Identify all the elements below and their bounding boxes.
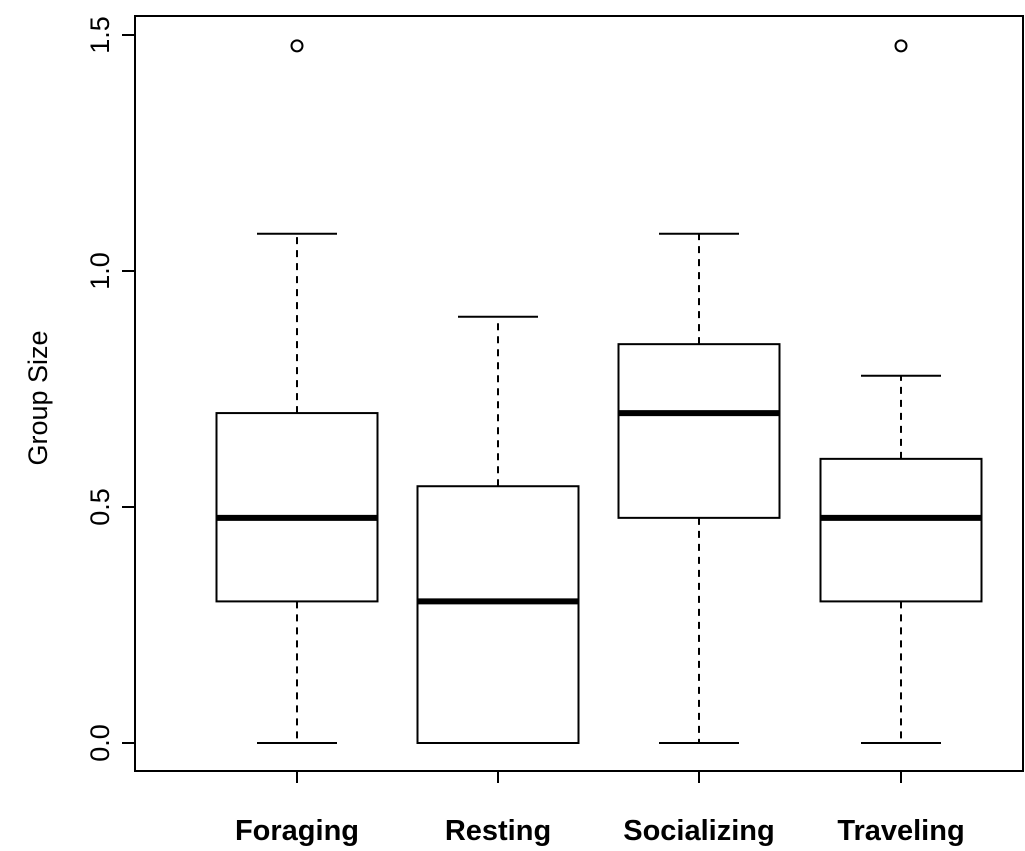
boxes-layer bbox=[215, 39, 983, 744]
x-tick-label: Foraging bbox=[235, 815, 359, 847]
plot-frame bbox=[134, 15, 1024, 772]
y-tick-label: 1.0 bbox=[85, 252, 115, 290]
box-traveling bbox=[819, 457, 983, 603]
box-group-socializing bbox=[617, 232, 781, 744]
y-tick-label: 1.5 bbox=[85, 16, 115, 54]
box-group-resting bbox=[416, 315, 580, 744]
outlier-point bbox=[290, 39, 304, 53]
box-resting bbox=[416, 485, 580, 744]
x-tick-label: Resting bbox=[445, 815, 551, 847]
box-group-foraging bbox=[215, 39, 379, 744]
outlier-point bbox=[894, 39, 908, 53]
x-tick-label: Socializing bbox=[623, 815, 774, 847]
axes-layer: Foraging Resting Socializing Traveling 0.0 0.… bbox=[85, 15, 1024, 847]
y-axis-title: Group Size bbox=[23, 330, 53, 465]
y-tick-label: 0.5 bbox=[85, 488, 115, 526]
box-socializing bbox=[617, 343, 781, 519]
box-group-traveling bbox=[819, 39, 983, 744]
y-tick-label: 0.0 bbox=[85, 724, 115, 762]
box-foraging bbox=[215, 412, 379, 603]
x-tick-label: Traveling bbox=[837, 815, 964, 847]
